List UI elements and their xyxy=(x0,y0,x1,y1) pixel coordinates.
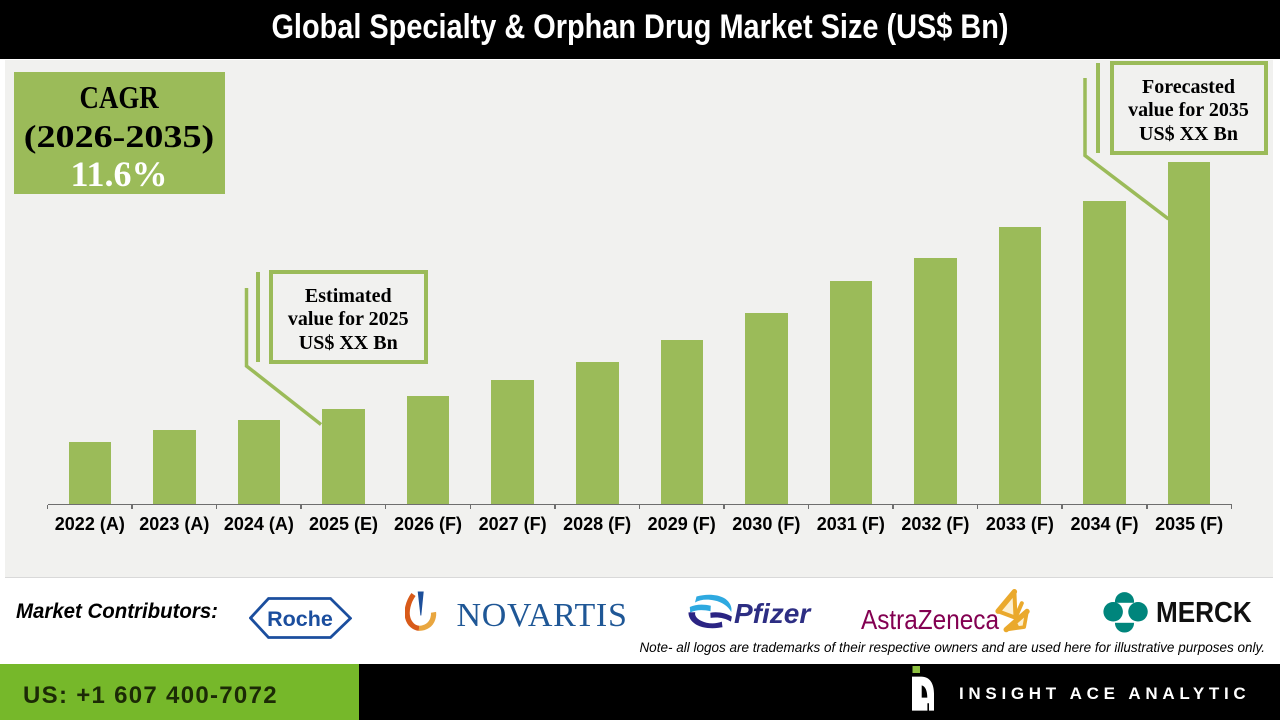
svg-text:Roche: Roche xyxy=(267,607,333,631)
